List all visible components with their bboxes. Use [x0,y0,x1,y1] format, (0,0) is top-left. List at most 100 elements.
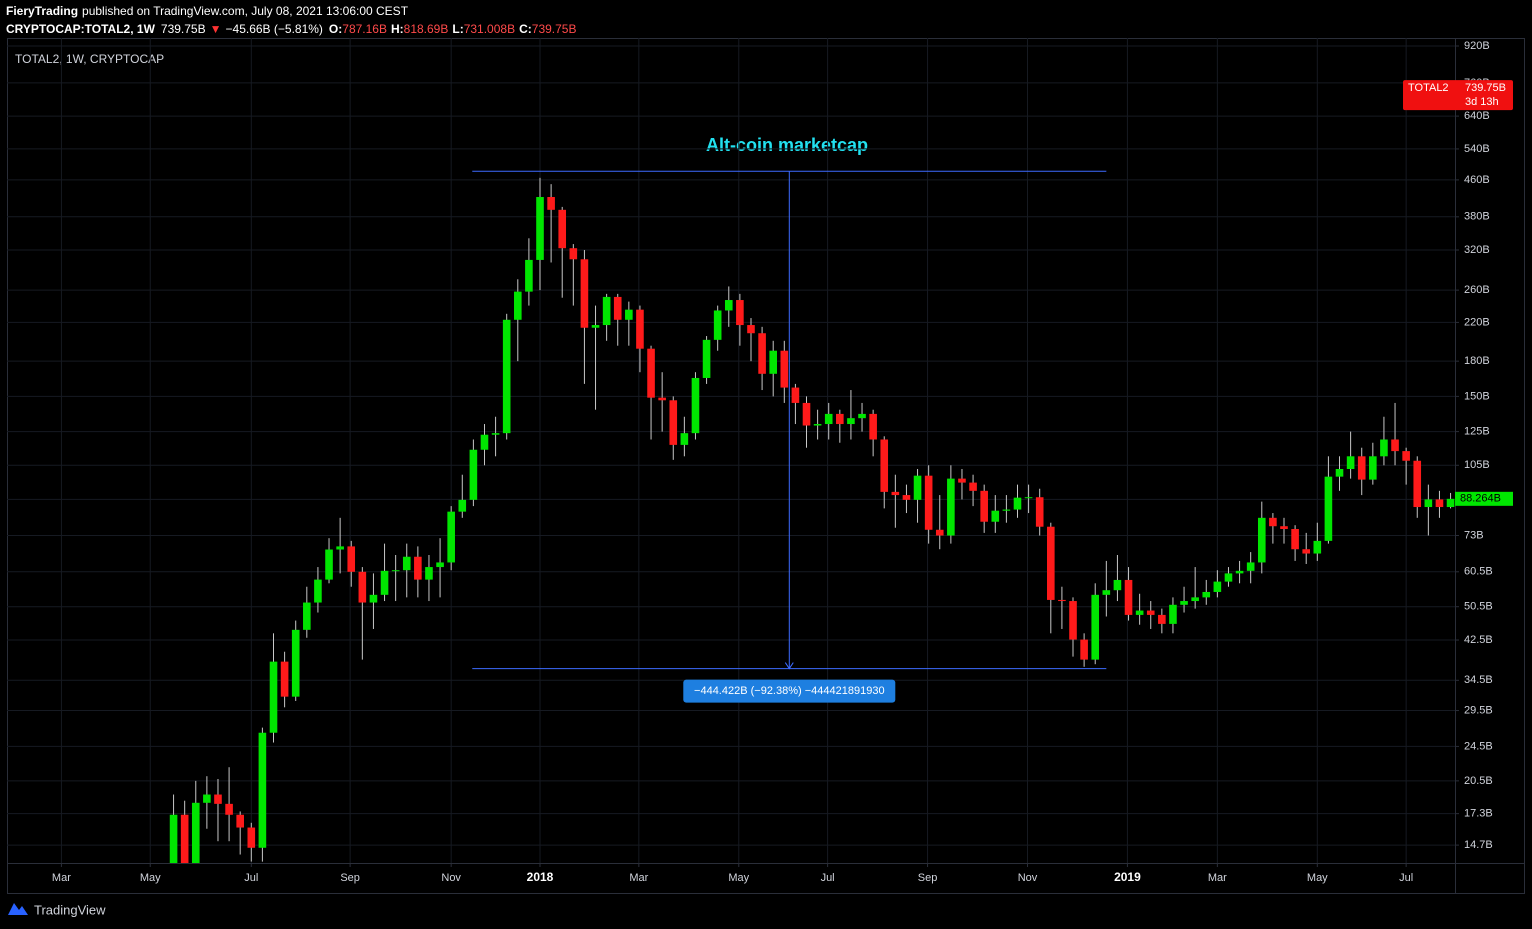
candle-body [947,478,955,536]
y-tick-label: 73B [1464,529,1484,541]
candle-body [1102,590,1111,595]
candle-body [458,499,467,512]
candle-body [1246,562,1255,571]
candle-body [758,333,766,374]
candle-body [902,495,911,500]
footer-brand: TradingView [34,902,106,917]
candle-body [1380,439,1388,457]
ohlc-key: C: [519,22,532,36]
change: −45.66B (−5.81%) [226,22,323,36]
candle-body [869,413,877,440]
y-tick-label: 540B [1464,143,1490,155]
candle-body [602,296,611,326]
candle-body [291,629,300,697]
candle-body [636,309,644,349]
candle-body [880,439,889,492]
candle-body [958,478,966,483]
candle-body [1124,579,1133,615]
candle-body [1035,497,1044,527]
y-tick-label: 24.5B [1464,740,1493,752]
candle-body [891,491,900,496]
last-price: 739.75B [161,22,206,36]
candle-body [447,511,455,563]
candle-body [580,259,589,328]
candle-body [1424,499,1433,508]
header-line-1: FieryTrading published on TradingView.com… [6,4,409,18]
candle-body [1391,439,1399,452]
candle-body [1202,591,1211,598]
x-tick-label: Nov [1018,872,1038,884]
candle-body [1324,476,1333,541]
candle-body [191,802,200,863]
x-tick-label: Jul [821,872,835,884]
candle-body [425,567,433,580]
candle-body [1257,517,1266,563]
candle-body [1313,540,1322,554]
candle-body [369,594,378,603]
y-tick-label: 105B [1464,459,1490,471]
chart-legend: TOTAL2, 1W, CRYPTOCAP [15,52,164,66]
candle-body [258,732,267,848]
candle-body [791,387,800,403]
candle-body [214,794,222,804]
candle-body [513,291,522,320]
candle-body [1158,614,1166,624]
y-tick-label: 20.5B [1464,775,1493,787]
x-tick-label: May [1307,872,1328,884]
y-tick-label: 460B [1464,174,1490,186]
candle-body [1058,599,1066,602]
candle-body [1091,594,1100,660]
candle-body [547,197,555,210]
candle-body [747,325,755,334]
candle-body [1169,604,1177,624]
candle-body [303,602,311,630]
candle-body [558,209,567,249]
candle-body [491,433,500,435]
candle-body [358,571,367,603]
candle-body [1213,581,1222,592]
candle-body [913,475,922,500]
y-tick-label: 17.3B [1464,808,1493,820]
candle-body [336,546,344,550]
candle-body [1024,497,1033,499]
price-countdown: 3d 13h [1465,96,1499,108]
candle-body [1446,498,1455,508]
candle-body [935,529,944,536]
candle-body [480,434,489,450]
candle-body [1269,517,1277,527]
last-price-label: 88.264B [1460,493,1501,505]
x-tick-label: Mar [629,872,648,884]
y-tick-label: 180B [1464,355,1490,367]
y-tick-label: 14.7B [1464,839,1493,851]
candle-body [702,339,711,378]
x-tick-label: Nov [441,872,461,884]
y-tick-label: 220B [1464,316,1490,328]
candle-body [1013,497,1022,510]
candle-body [347,546,356,572]
y-tick-label: 260B [1464,284,1490,296]
y-tick-label: 50.5B [1464,601,1493,613]
candle-body [1413,460,1422,508]
candle-body [1291,529,1299,550]
ohlc-key: O: [329,22,342,36]
candle-body [280,661,289,697]
candle-body [625,309,633,320]
candle-body [169,814,178,863]
x-tick-label: Sep [340,872,360,884]
x-tick-label: Sep [918,872,938,884]
candle-body [713,310,722,340]
candle-body [1135,610,1144,615]
y-tick-label: 150B [1464,390,1490,402]
candle-body [1180,601,1188,605]
price-name: TOTAL2 [1408,82,1449,94]
candle-body [1146,610,1155,615]
candle-body [736,300,744,326]
measure-arrowhead [784,662,794,670]
grid [7,38,1455,863]
y-tick-label: 380B [1464,211,1490,223]
candle-body [1369,456,1377,480]
symbol: CRYPTOCAP:TOTAL2, 1W [6,22,156,36]
candle-body [1302,549,1311,554]
x-tick-label: 2019 [1114,870,1141,884]
